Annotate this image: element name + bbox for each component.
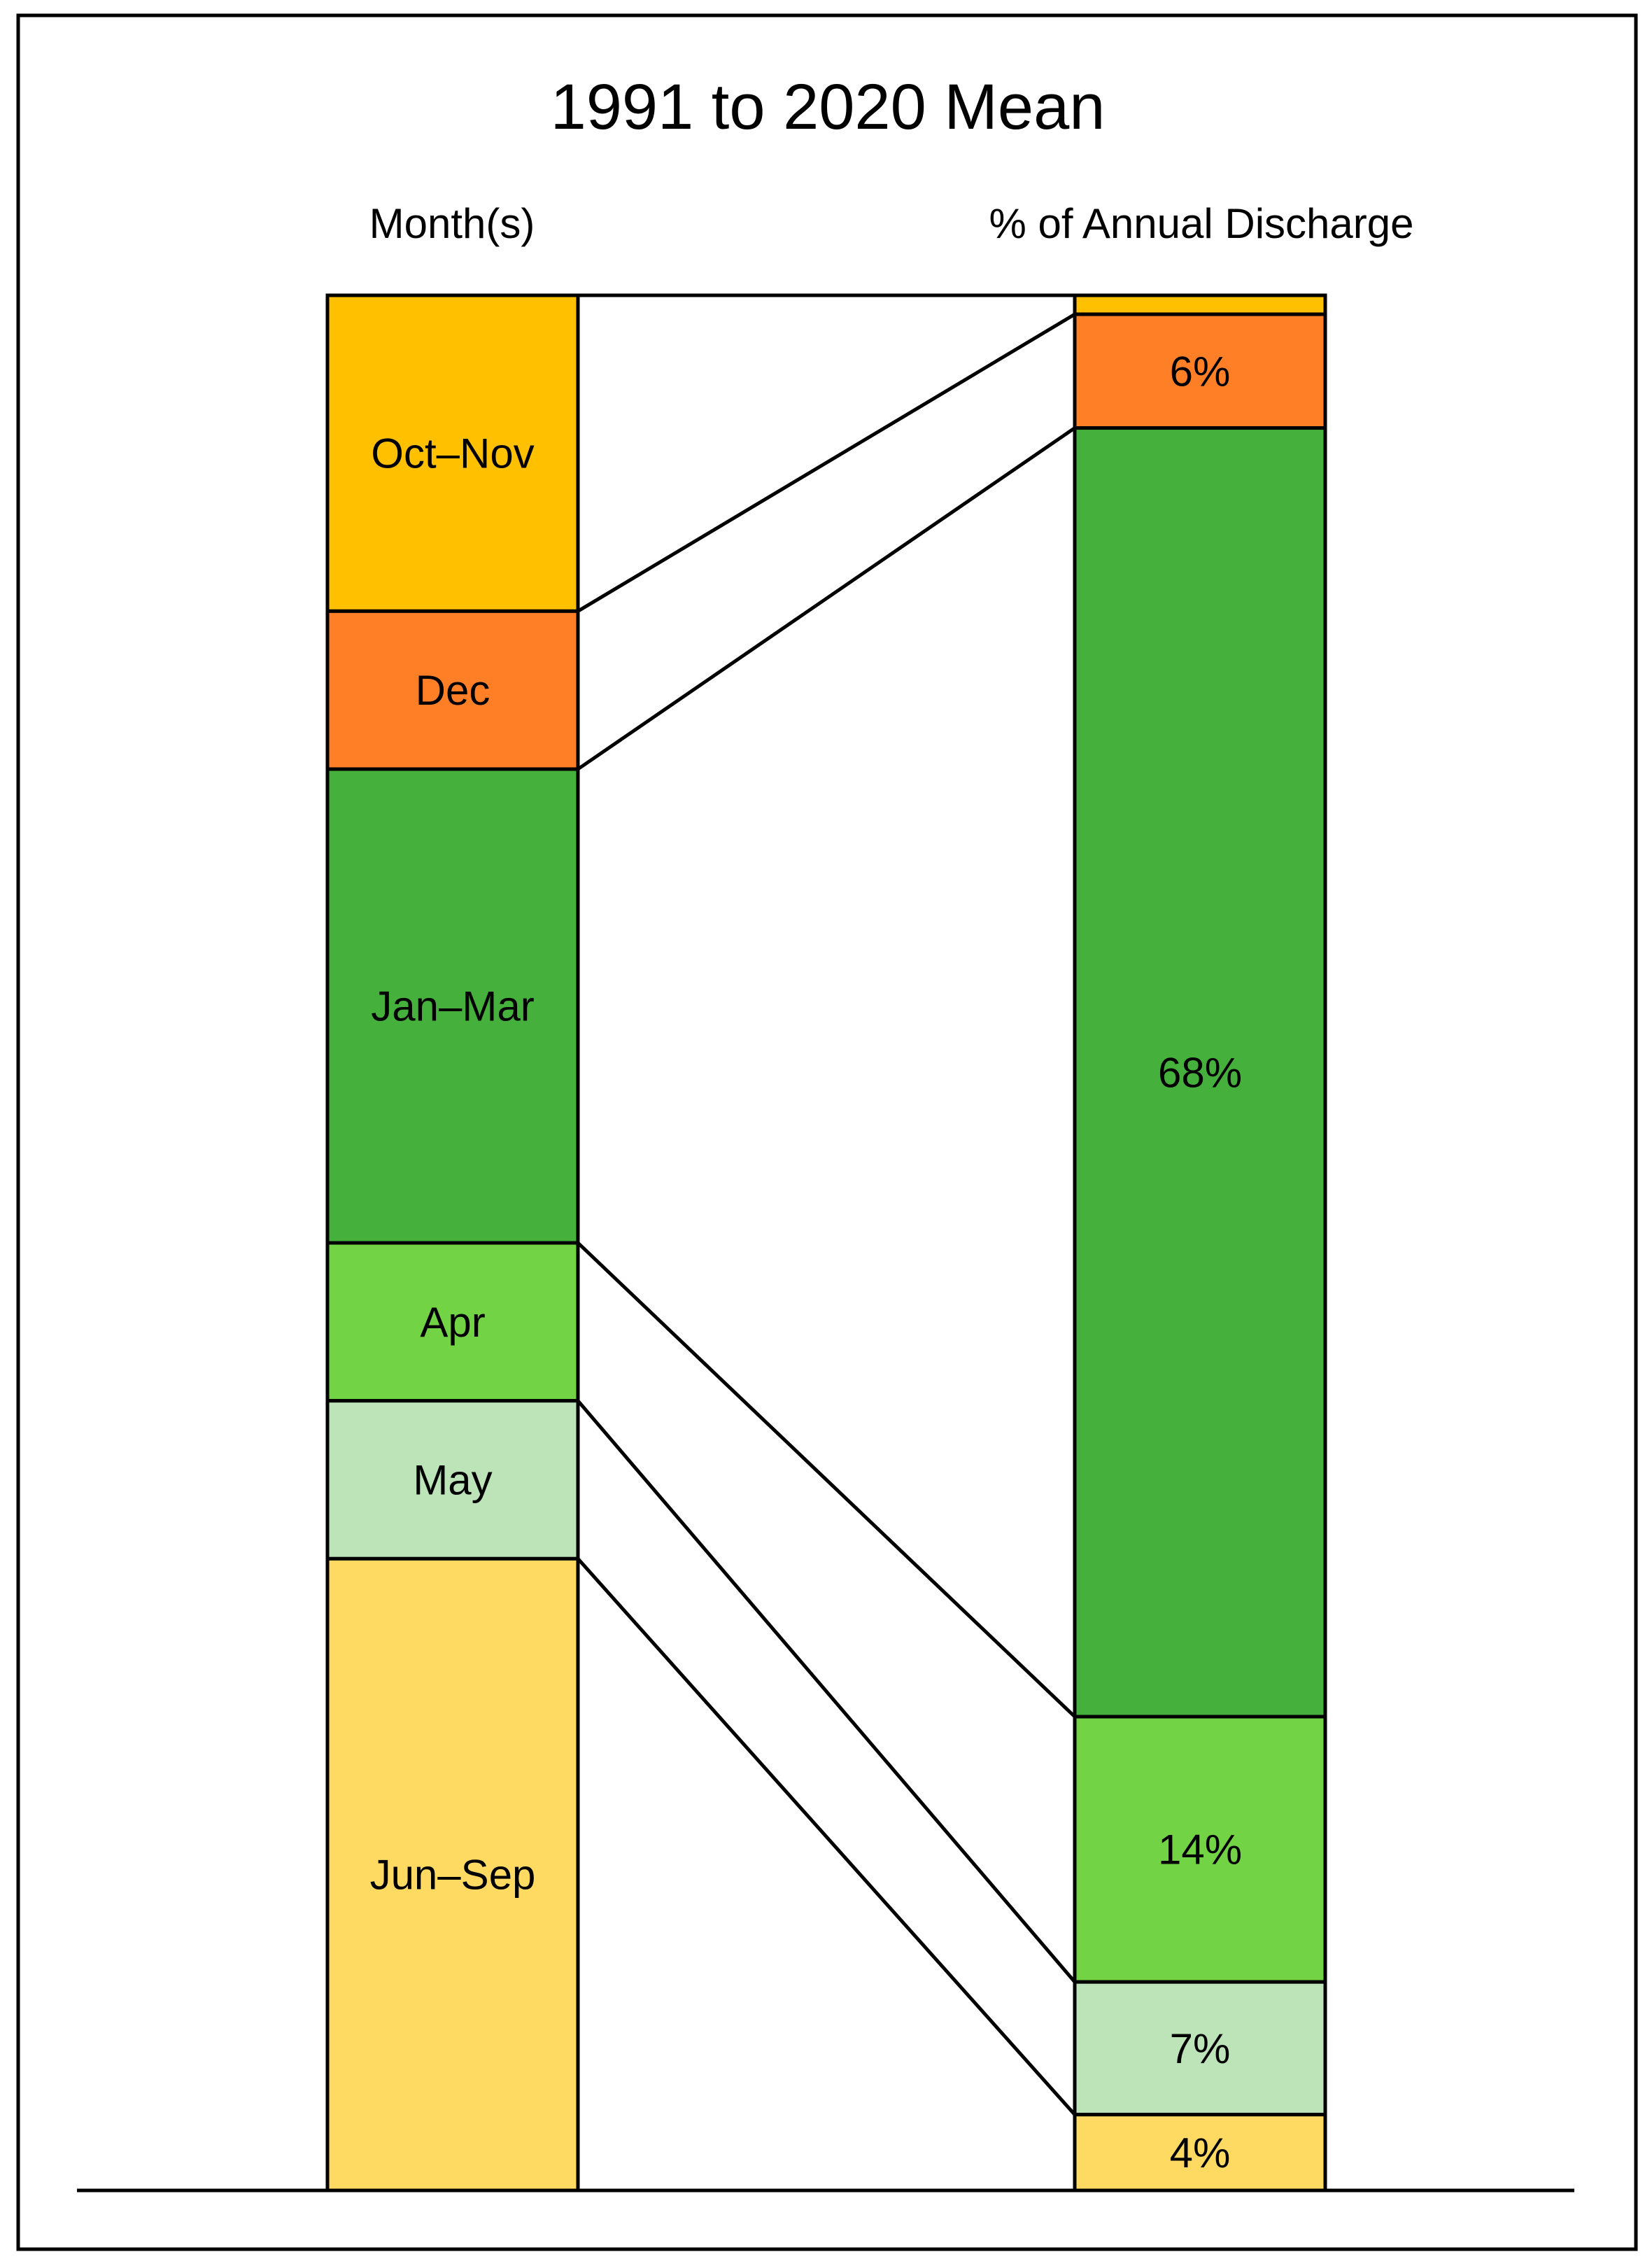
connector-line [577, 1241, 1076, 1718]
connector-line [577, 1557, 1076, 2116]
month-label-may: May [413, 1457, 492, 1504]
discharge-label-jun-sep: 4% [1170, 2130, 1231, 2176]
discharge-bar: 6% 68% 14% 7% 4% [1073, 293, 1327, 2193]
discharge-label-dec: 6% [1170, 348, 1231, 395]
connector-line [577, 1400, 1076, 1983]
month-segment-may [325, 1399, 580, 1561]
month-label-dec: Dec [416, 667, 490, 714]
discharge-segment-jan-mar [1073, 426, 1327, 1719]
discharge-label-may: 7% [1170, 2025, 1231, 2072]
month-segment-dec [325, 609, 580, 771]
connector-line [577, 312, 1076, 613]
right-column-label: % of Annual Discharge [989, 200, 1413, 247]
month-segment-jun-sep [325, 1556, 580, 2193]
discharge-segment-oct-nov [1073, 293, 1327, 316]
discharge-label-jan-mar: 68% [1158, 1049, 1242, 1096]
month-label-jan-mar: Jan–Mar [371, 983, 534, 1030]
discharge-label-apr: 14% [1158, 1827, 1242, 1873]
month-label-apr: Apr [420, 1299, 485, 1346]
connector-line [577, 426, 1076, 771]
discharge-segment-may [1073, 1980, 1327, 2117]
month-segment-jan-mar [325, 767, 580, 1245]
chart-frame [16, 13, 1638, 2251]
months-bar: Oct–Nov Dec Jan–Mar Apr May Jun–Sep [325, 293, 580, 2193]
chart-title: 1991 to 2020 Mean [551, 71, 1106, 143]
discharge-segment-dec [1073, 312, 1327, 430]
month-segment-apr [325, 1241, 580, 1403]
month-label-jun-sep: Jun–Sep [370, 1852, 536, 1899]
month-label-oct-nov: Oct–Nov [371, 430, 534, 477]
left-column-label: Month(s) [369, 200, 535, 247]
connector-lines [577, 293, 1076, 2116]
